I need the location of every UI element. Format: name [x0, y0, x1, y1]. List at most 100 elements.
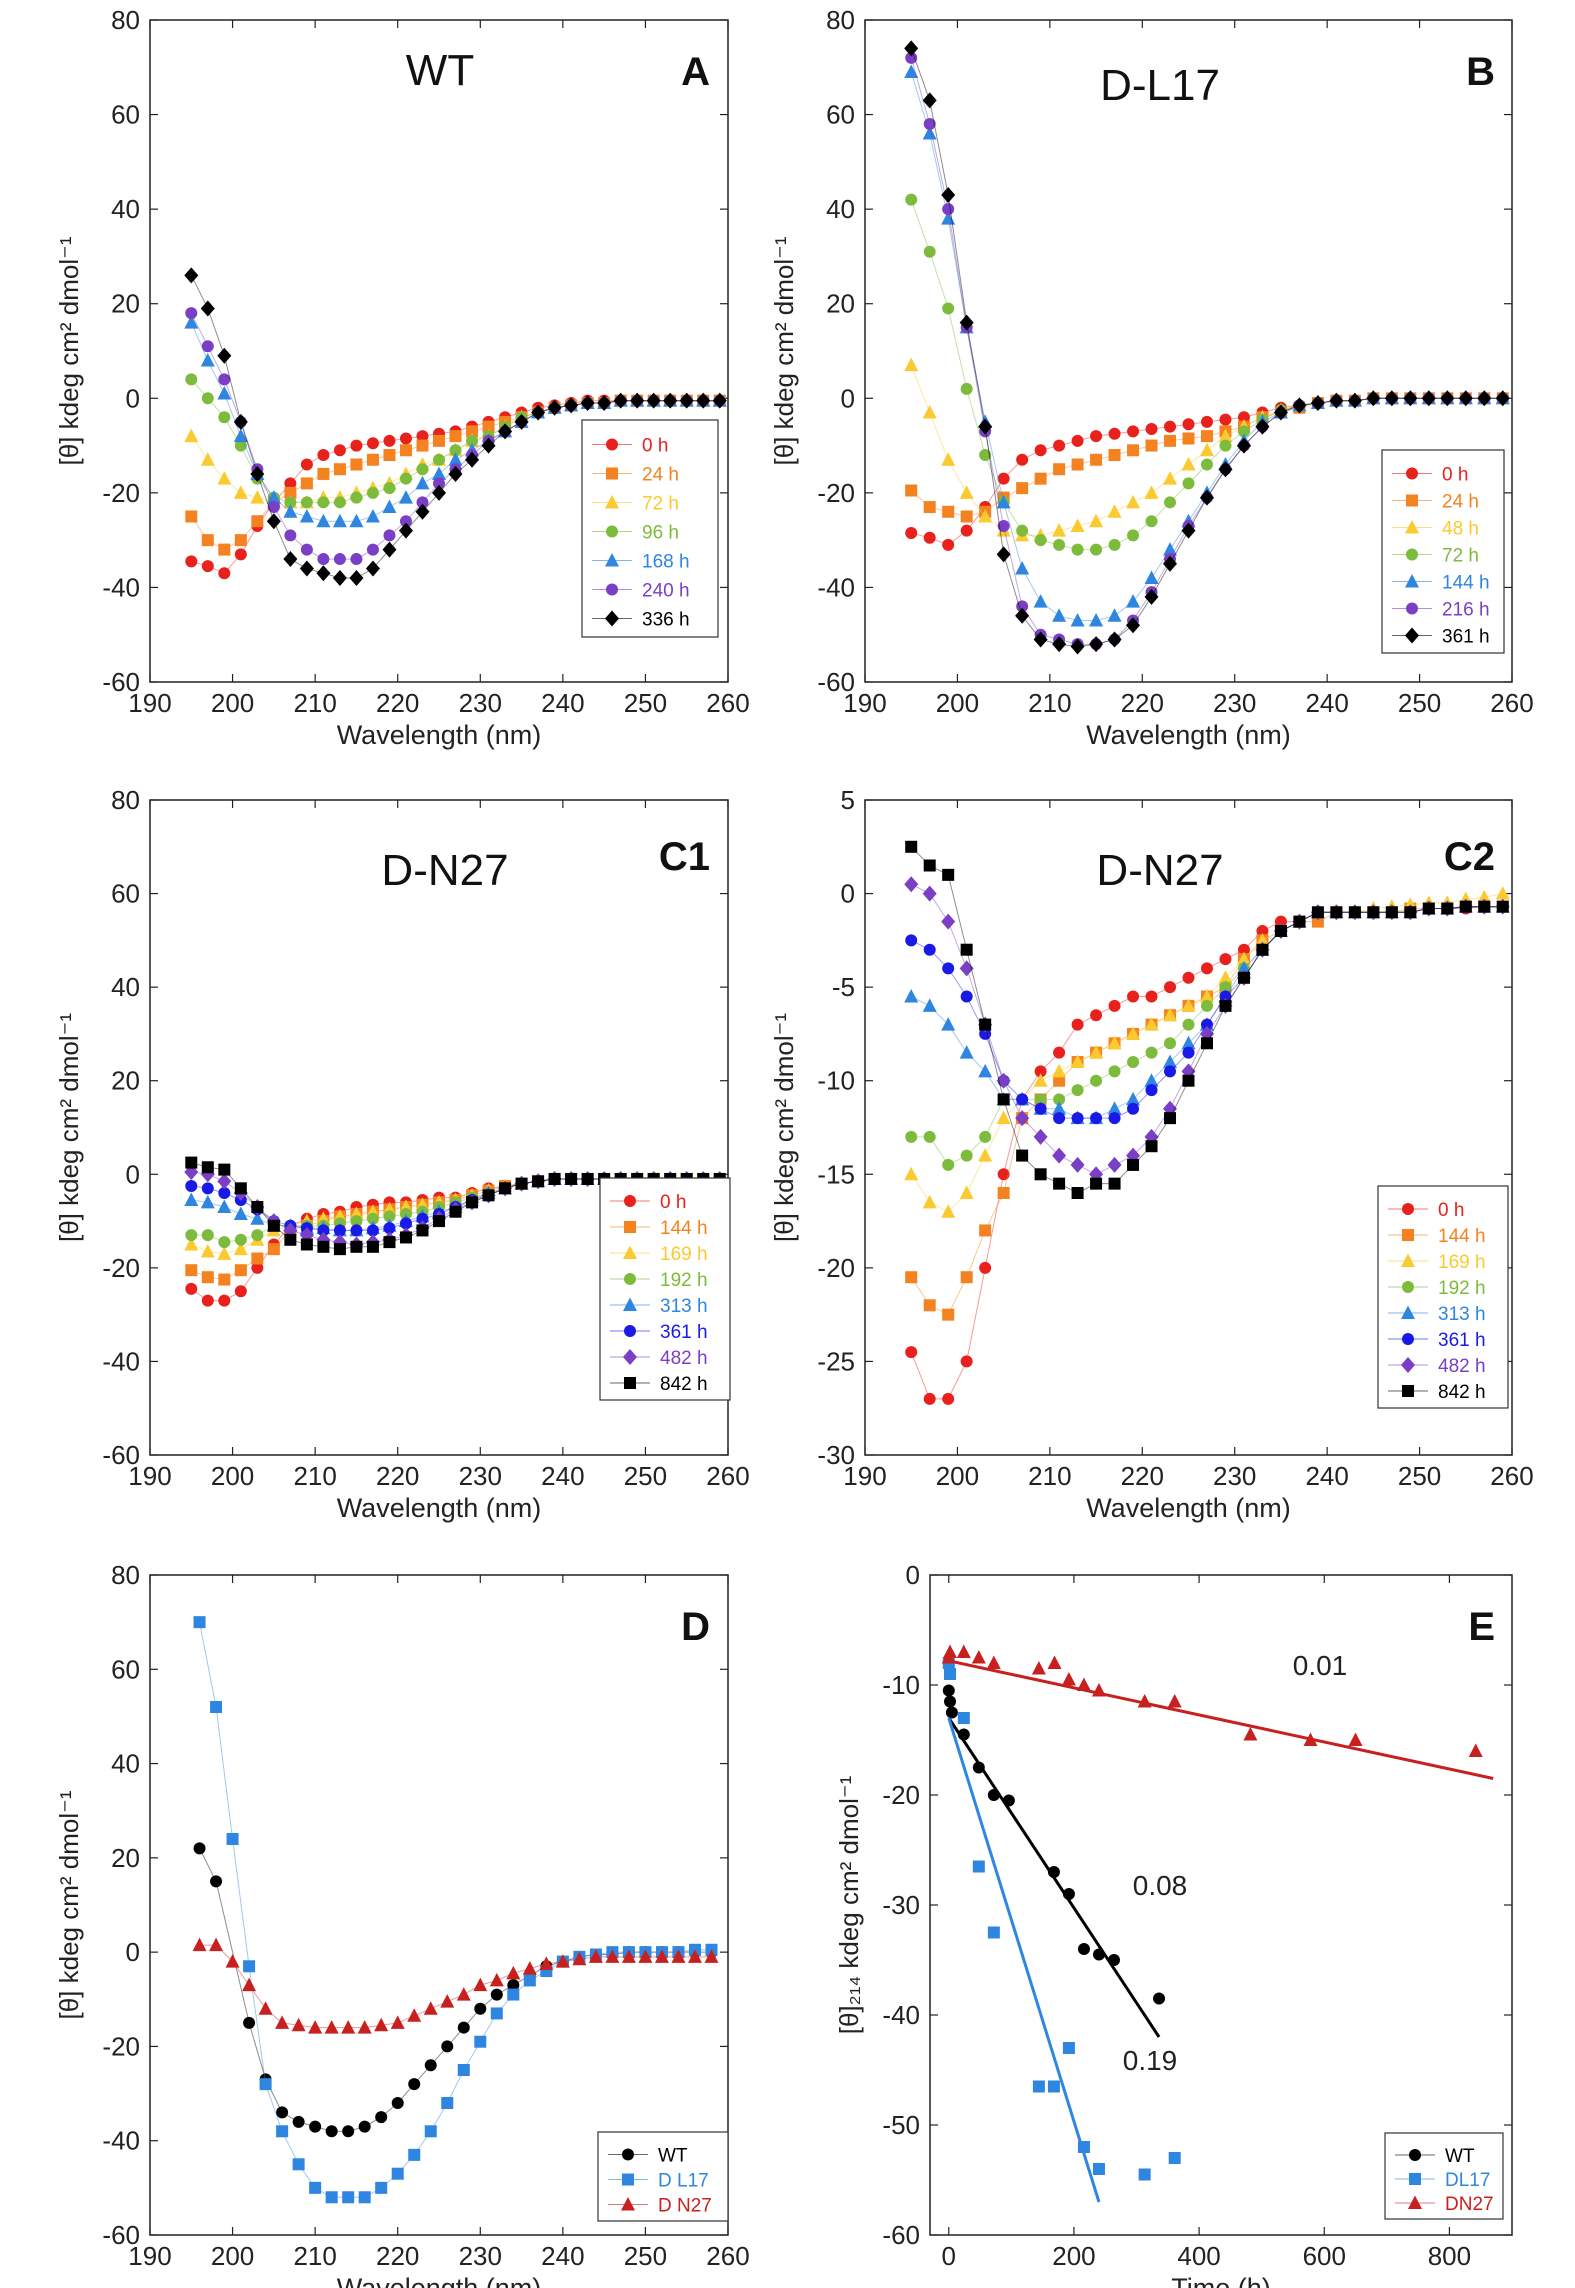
data-point — [996, 1072, 1011, 1089]
slope-label: 0.08 — [1133, 1870, 1188, 1901]
data-point — [1047, 1866, 1060, 1878]
data-layer — [904, 40, 1510, 655]
data-point — [1047, 2080, 1060, 2093]
y-tick-label: -60 — [882, 2220, 920, 2250]
data-point — [1108, 538, 1121, 551]
data-point — [218, 1236, 231, 1249]
data-point — [283, 504, 298, 518]
data-point — [1061, 1672, 1076, 1686]
series-361-h — [904, 40, 1510, 655]
data-point — [1107, 1954, 1120, 1966]
data-point — [284, 477, 297, 490]
data-point — [905, 840, 918, 853]
data-point — [473, 1977, 488, 1992]
data-point — [523, 1974, 536, 1987]
panel-label: C2 — [1444, 835, 1495, 879]
data-point — [333, 444, 346, 457]
series-169-h — [904, 886, 1510, 1218]
y-tick-label: -60 — [102, 1440, 140, 1470]
data-point — [1181, 456, 1196, 471]
inset-title: D-N27 — [381, 846, 508, 895]
data-point — [250, 465, 265, 482]
data-point — [1127, 425, 1140, 438]
data-point — [325, 2191, 338, 2204]
data-point — [1163, 542, 1178, 556]
legend-entry-label: 72 h — [1442, 546, 1479, 567]
data-point — [391, 2167, 404, 2180]
data-point — [1182, 432, 1195, 445]
x-tick-label: 190 — [128, 1461, 171, 1491]
data-point — [1070, 1054, 1085, 1068]
data-point — [218, 543, 231, 556]
legend-box — [1377, 1185, 1509, 1409]
x-tick-label: 210 — [1028, 688, 1071, 718]
data-point — [572, 1951, 587, 1966]
legend-entry-label: 482 h — [660, 1348, 708, 1369]
data-point — [457, 2064, 470, 2076]
data-point — [580, 395, 595, 412]
data-point — [408, 2148, 421, 2161]
data-point — [408, 2078, 421, 2091]
data-point — [398, 490, 413, 504]
data-point — [300, 1238, 313, 1251]
data-point — [1016, 524, 1029, 537]
data-point — [1182, 477, 1195, 490]
data-point — [1071, 1018, 1084, 1031]
data-point — [1034, 472, 1047, 485]
data-point — [1077, 2141, 1090, 2153]
data-point — [1459, 900, 1472, 913]
data-point — [366, 1212, 379, 1225]
data-point — [1182, 1018, 1195, 1031]
data-point — [1126, 1026, 1141, 1040]
data-point — [944, 1695, 957, 1708]
data-point — [350, 553, 363, 566]
y-tick-label: 20 — [111, 289, 140, 319]
x-axis-label: Wavelength (nm) — [1086, 1493, 1291, 1523]
data-point — [1237, 971, 1250, 984]
y-tick-label: -60 — [102, 667, 140, 697]
data-point — [1034, 1065, 1047, 1078]
data-point — [366, 437, 379, 450]
legend-entry-label: 0 h — [1438, 1200, 1464, 1221]
data-point — [234, 1264, 247, 1277]
panel-label: D — [681, 1605, 710, 1649]
data-point — [1237, 943, 1250, 956]
legend-marker — [1402, 1333, 1414, 1345]
data-point — [904, 357, 919, 372]
data-point — [234, 534, 247, 547]
data-point — [1052, 1147, 1067, 1164]
legend-marker — [1405, 574, 1419, 588]
legend-entry-label: 144 h — [1442, 573, 1490, 594]
data-point — [1127, 1158, 1140, 1171]
panel-a-wt-spectra: 190 200 210 220 230 240 250 260 -60 -40 -20 0 20 40 60… — [54, 5, 750, 750]
data-point — [1090, 430, 1103, 443]
data-point — [1126, 494, 1141, 509]
panel-label: C1 — [659, 835, 710, 879]
data-point — [481, 437, 496, 454]
legend-marker — [622, 2148, 634, 2161]
data-point — [1015, 561, 1030, 575]
data-point — [383, 449, 396, 462]
x-tick-label: 230 — [459, 1461, 502, 1491]
data-point — [1053, 1074, 1066, 1087]
x-axis-label: Wavelength (nm) — [337, 2273, 542, 2288]
panel-label: E — [1468, 1605, 1495, 1649]
data-point — [284, 486, 297, 499]
data-point — [1310, 395, 1325, 412]
data-point — [185, 1282, 198, 1295]
legend-entry-label: 842 h — [660, 1374, 708, 1395]
data-point — [1062, 2042, 1075, 2054]
fit-line — [947, 1717, 1101, 2203]
data-point — [1127, 529, 1140, 542]
data-point — [1218, 428, 1233, 443]
data-point — [217, 471, 232, 485]
y-tick-label: -60 — [102, 2220, 140, 2250]
data-point — [1089, 1045, 1104, 1059]
data-point — [1367, 906, 1380, 919]
x-tick-label: 230 — [459, 2241, 502, 2271]
data-point — [972, 1860, 985, 1873]
data-point — [1164, 420, 1177, 433]
data-point — [1200, 962, 1213, 975]
panel-c2-dn27-zoom-spectra: 190 200 210 220 230 240 250 260 -30 -25 -20 -15 -10 -… — [769, 785, 1534, 1523]
data-point — [299, 560, 314, 577]
